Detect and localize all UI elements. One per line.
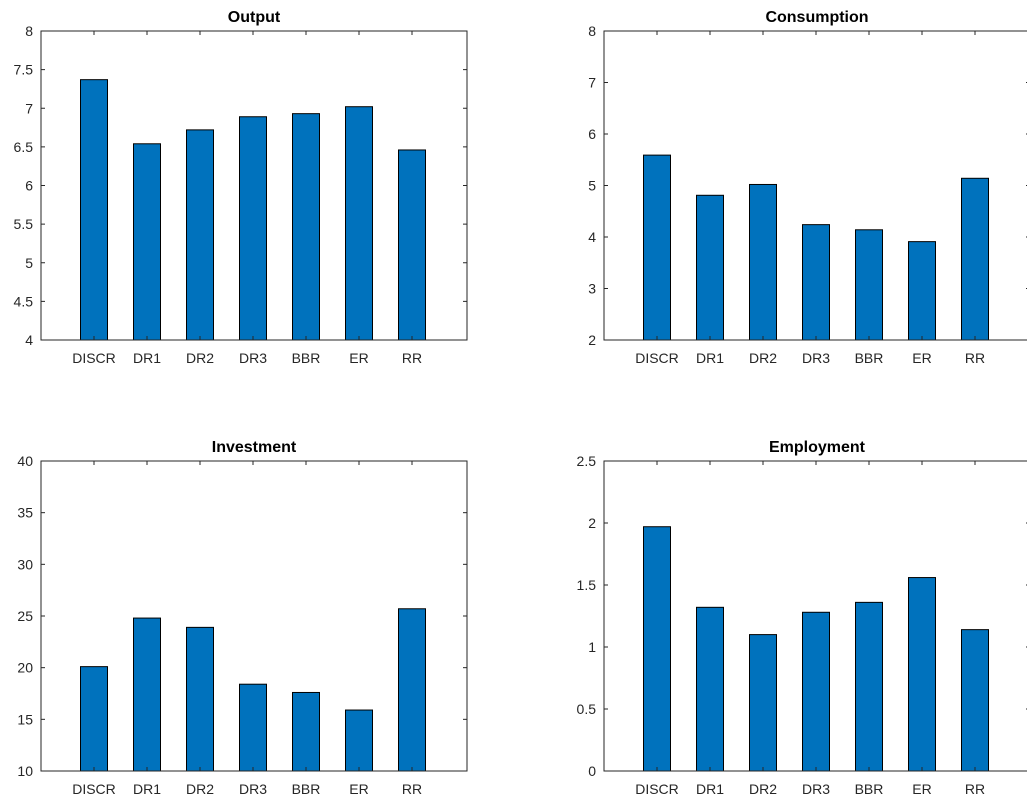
output-bar-bbr (292, 113, 320, 341)
investment-bar-discr (80, 666, 108, 772)
employment-xtick-label: RR (965, 781, 985, 797)
employment-ytick-label: 1.5 (577, 577, 597, 593)
employment-xtick-label: DR3 (802, 781, 830, 797)
consumption-ytick-label: 4 (588, 229, 596, 245)
consumption-bar-bbr (855, 229, 883, 341)
output-title: Output (228, 9, 281, 26)
employment-ytick-label: 0 (588, 763, 596, 779)
output-bar-discr (80, 79, 108, 341)
investment-ytick-label: 25 (17, 608, 33, 624)
investment-chart: 10 15 20 25 30 35 40 DISCR DR1 DR2 DR3 BBR ER RR Inves… (17, 439, 468, 797)
consumption-chart: 2 3 4 5 6 7 8 DISCR DR1 DR2 DR3 BBR ER RR Consumption (588, 9, 1027, 366)
investment-xtick-label: DISCR (72, 781, 116, 797)
employment-bar-dr2 (749, 634, 777, 772)
output-bar-dr3 (239, 116, 267, 341)
consumption-xtick-label: BBR (855, 350, 884, 366)
employment-bar-rr (961, 629, 989, 772)
consumption-xtick-label: RR (965, 350, 985, 366)
consumption-bar-discr (643, 154, 671, 341)
consumption-xtick-label: DR2 (749, 350, 777, 366)
investment-xtick-label: DR2 (186, 781, 214, 797)
output-chart: 4 4.5 5 5.5 6 6.5 7 7.5 8 DISCR DR1 DR2 DR3 BBR ER RR Ou… (14, 9, 468, 366)
output-ytick-label: 5 (25, 255, 33, 271)
output-bar-dr2 (186, 129, 214, 341)
consumption-ytick-label: 3 (588, 281, 596, 297)
employment-xtick-label: DR2 (749, 781, 777, 797)
investment-xtick-label: RR (402, 781, 422, 797)
employment-ytick-label: 0.5 (577, 701, 597, 717)
consumption-xtick-label: DISCR (635, 350, 679, 366)
investment-xtick-label: DR1 (133, 781, 161, 797)
output-ytick-label: 6.5 (14, 139, 34, 155)
investment-ytick-label: 35 (17, 505, 33, 521)
employment-axes-box (603, 460, 1027, 772)
output-ytick-label: 5.5 (14, 216, 34, 232)
output-bar-er (345, 106, 373, 341)
output-ytick-label: 8 (25, 23, 33, 39)
employment-bar-bbr (855, 601, 883, 772)
output-xtick-label: DISCR (72, 350, 116, 366)
employment-xtick-label: DISCR (635, 781, 679, 797)
investment-ytick-label: 20 (17, 660, 33, 676)
investment-bar-dr1 (133, 617, 161, 772)
employment-bar-discr (643, 526, 671, 772)
investment-ytick-label: 10 (17, 763, 33, 779)
consumption-bar-er (908, 241, 936, 341)
consumption-ytick-label: 8 (588, 23, 596, 39)
output-bar-rr (398, 149, 426, 341)
consumption-xtick-label: DR1 (696, 350, 724, 366)
output-ytick-label: 4 (25, 332, 33, 348)
employment-bar-dr1 (696, 606, 724, 772)
employment-ytick-label: 2.5 (577, 453, 597, 469)
investment-bar-rr (398, 608, 426, 772)
output-xtick-label: DR2 (186, 350, 214, 366)
employment-xtick-label: DR1 (696, 781, 724, 797)
output-ytick-label: 4.5 (14, 293, 34, 309)
investment-xtick-label: DR3 (239, 781, 267, 797)
investment-xtick-label: BBR (292, 781, 321, 797)
investment-bar-er (345, 709, 373, 772)
consumption-title: Consumption (765, 9, 868, 26)
output-bar-dr1 (133, 143, 161, 341)
employment-bar-dr3 (802, 611, 830, 772)
investment-ytick-label: 30 (17, 556, 33, 572)
consumption-ytick-label: 7 (588, 75, 596, 91)
consumption-ytick-label: 2 (588, 332, 596, 348)
output-xtick-label: RR (402, 350, 422, 366)
consumption-bar-dr3 (802, 224, 830, 341)
employment-chart: 0 0.5 1 1.5 2 2.5 DISCR DR1 DR2 DR3 BBR ER RR Employm… (577, 439, 1027, 797)
consumption-ytick-label: 5 (588, 178, 596, 194)
output-xtick-label: DR1 (133, 350, 161, 366)
investment-xtick-label: ER (349, 781, 368, 797)
investment-ytick-label: 15 (17, 711, 33, 727)
consumption-xtick-label: ER (912, 350, 931, 366)
employment-ytick-label: 2 (588, 515, 596, 531)
consumption-xtick-label: DR3 (802, 350, 830, 366)
consumption-bar-rr (961, 177, 989, 341)
output-xtick-label: BBR (292, 350, 321, 366)
output-xtick-label: DR3 (239, 350, 267, 366)
investment-bar-dr2 (186, 626, 214, 772)
employment-xtick-label: BBR (855, 781, 884, 797)
employment-title: Employment (769, 439, 866, 456)
employment-xtick-label: ER (912, 781, 931, 797)
investment-bar-dr3 (239, 683, 267, 772)
investment-title: Investment (212, 439, 297, 456)
employment-ytick-label: 1 (588, 639, 596, 655)
consumption-bar-dr2 (749, 183, 777, 341)
consumption-ytick-label: 6 (588, 126, 596, 142)
output-ytick-label: 6 (25, 178, 33, 194)
investment-bar-bbr (292, 691, 320, 772)
output-ytick-label: 7.5 (14, 62, 34, 78)
output-xtick-label: ER (349, 350, 368, 366)
output-ytick-label: 7 (25, 100, 33, 116)
investment-ytick-label: 40 (17, 453, 33, 469)
employment-bar-er (908, 577, 936, 772)
consumption-bar-dr1 (696, 194, 724, 341)
